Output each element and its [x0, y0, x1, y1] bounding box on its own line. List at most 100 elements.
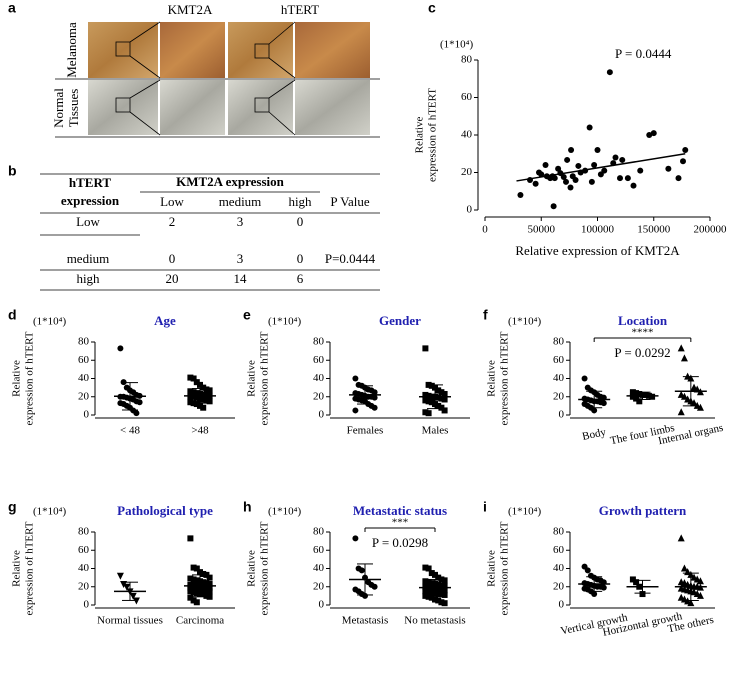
y-axis-label: Relative [246, 360, 258, 397]
data-point [610, 160, 617, 167]
y-tick-label: 40 [78, 562, 90, 574]
data-point [422, 397, 429, 404]
data-point [422, 564, 429, 571]
significance-label: **** [632, 327, 654, 339]
y-tick-label: 60 [78, 544, 90, 556]
data-point [619, 156, 626, 163]
data-point [649, 393, 656, 400]
micrograph [160, 22, 225, 78]
data-point [630, 182, 637, 189]
data-point [187, 594, 194, 601]
y-tick-label: 20 [78, 580, 90, 592]
y-tick-label: 20 [553, 580, 565, 592]
y-tick-label: 80 [461, 54, 473, 66]
data-point [187, 584, 194, 591]
table-cell: 2 [169, 214, 176, 229]
table: hTERT expression KMT2A expression Low me… [40, 173, 380, 291]
data-point [563, 178, 569, 185]
data-point [187, 575, 194, 582]
data-point [542, 162, 549, 168]
table-cell: 3 [237, 251, 244, 266]
y-tick-label: 0 [559, 599, 565, 611]
data-point [441, 577, 448, 584]
data-point [193, 390, 200, 397]
data-point [438, 599, 445, 606]
data-point [206, 398, 213, 405]
data-point [129, 592, 137, 600]
data-point [193, 585, 200, 592]
y-axis-label: Relative [414, 117, 426, 154]
data-point [203, 580, 210, 587]
data-point [435, 581, 442, 588]
data-point [438, 395, 445, 402]
y-tick-label: 0 [319, 599, 325, 611]
y-axis-label: expression of hTERT [499, 331, 511, 425]
y-tick-label: 80 [313, 526, 325, 538]
table-cell: Low [76, 214, 100, 229]
data-point [441, 591, 448, 598]
table-header: high [288, 194, 312, 209]
y-tick-label: 80 [313, 336, 325, 348]
data-point [642, 391, 649, 398]
y-tick-label: 80 [553, 526, 565, 538]
x-tick-label: 100000 [581, 224, 615, 236]
data-point [352, 407, 359, 414]
data-point [438, 582, 445, 589]
data-point [639, 591, 646, 598]
panel-title: Pathological type [117, 503, 213, 518]
x-tick-label: 50000 [528, 224, 556, 236]
x-tick-label: Body [581, 426, 607, 443]
table-cell: 0 [297, 214, 304, 229]
zoom-marks [55, 21, 380, 138]
data-point [435, 574, 442, 581]
data-point [629, 393, 636, 400]
y-unit: (1*10⁴) [440, 39, 473, 51]
data-point [193, 577, 200, 584]
data-point [428, 594, 435, 601]
data-point [428, 399, 435, 406]
y-unit: (1*10⁴) [268, 316, 301, 328]
y-unit: (1*10⁴) [33, 316, 66, 328]
y-tick-label: 60 [78, 354, 90, 366]
data-point [422, 592, 429, 599]
data-point [422, 578, 429, 585]
data-point [600, 584, 607, 591]
data-point [624, 175, 631, 182]
data-point [200, 391, 207, 398]
data-point [564, 156, 571, 163]
data-point [203, 386, 210, 393]
data-point [193, 565, 200, 572]
data-point [187, 388, 194, 395]
table-header: Low [160, 194, 184, 209]
table-cell: 3 [237, 214, 244, 229]
data-point [633, 579, 640, 586]
data-point [371, 404, 378, 411]
table-header: medium [219, 194, 262, 209]
y-tick-label: 60 [313, 544, 325, 556]
data-point [532, 180, 539, 187]
data-point [422, 409, 429, 416]
panel-letter: g [8, 499, 17, 515]
y-tick-label: 20 [553, 390, 565, 402]
data-point [193, 379, 200, 386]
data-point [551, 175, 558, 182]
data-point [637, 167, 644, 174]
data-point [677, 408, 685, 416]
image-row-label: Normal [51, 88, 66, 128]
data-point [441, 396, 448, 403]
data-point [371, 394, 378, 401]
micrograph [295, 80, 370, 135]
x-tick-label: 150000 [637, 224, 671, 236]
panel-letter: h [243, 499, 252, 515]
data-point [687, 599, 695, 607]
data-point [193, 394, 200, 401]
panel-letter: a [8, 0, 16, 16]
data-point [601, 167, 608, 174]
image-row-label: Melanoma [64, 22, 79, 78]
data-point [665, 165, 672, 172]
data-point [197, 381, 203, 388]
data-point [696, 591, 704, 599]
y-axis-label: expression of hTERT [427, 88, 439, 182]
annotation: P = 0.0292 [614, 345, 670, 360]
y-tick-label: 60 [553, 354, 565, 366]
